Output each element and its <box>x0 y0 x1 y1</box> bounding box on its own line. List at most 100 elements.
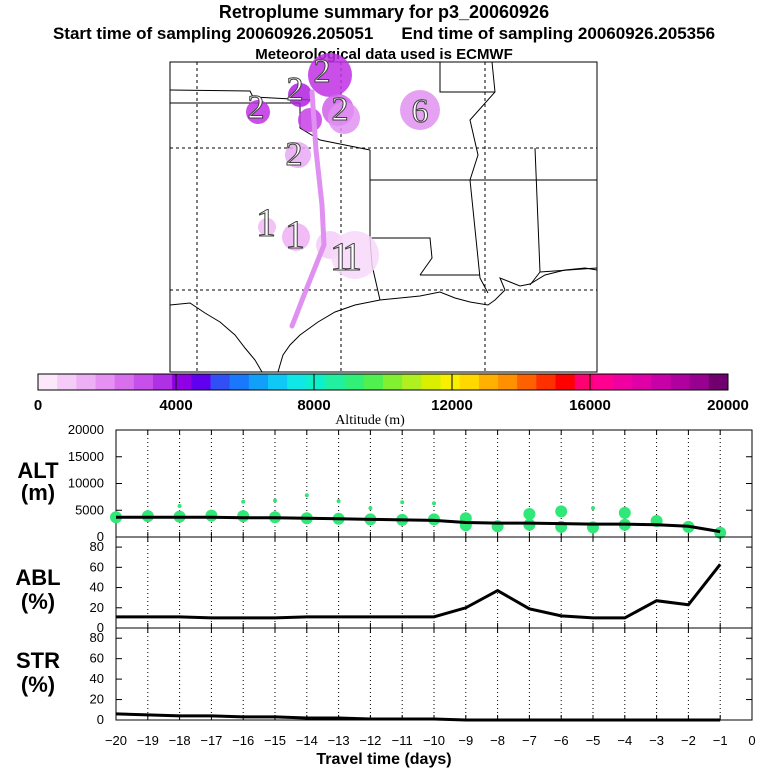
colorbar-tick-label: 20000 <box>707 397 749 414</box>
x-axis-label: Travel time (days) <box>316 751 451 768</box>
colorbar-tick-labels: 0 4000 8000 12000 16000 20000 <box>34 397 749 414</box>
plume-clusters <box>246 53 440 329</box>
colorbar-swatch <box>613 374 633 390</box>
y-tick-label: 15000 <box>68 449 104 464</box>
colorbar-swatch <box>248 374 269 390</box>
y-tick-label: 10000 <box>68 476 104 491</box>
colorbar-swatch <box>555 374 576 390</box>
plume-cluster <box>328 102 360 134</box>
plume-cluster <box>282 223 310 251</box>
scatter-point <box>555 505 568 518</box>
panel-abl: 0 20 40 60 80 ABL(%) <box>15 536 753 635</box>
scatter-point <box>273 498 277 503</box>
x-tick-label: −9 <box>458 733 473 748</box>
scatter-point <box>304 493 309 498</box>
plume-label: 6 <box>412 93 429 130</box>
colorbar-swatch <box>459 374 480 390</box>
y-tick-label: 20 <box>90 600 104 615</box>
x-tick-label: −2 <box>681 733 696 748</box>
panel-unit: (m) <box>21 480 55 505</box>
y-tick-label: 80 <box>90 539 104 554</box>
x-tick-label: −12 <box>359 733 381 748</box>
plume-cluster <box>308 53 352 97</box>
y-tick-label: 5000 <box>75 502 104 517</box>
colorbar-swatch <box>325 374 346 390</box>
colorbar-swatch <box>574 374 595 390</box>
y-tick-label: 40 <box>90 580 104 595</box>
colorbar-swatch <box>363 374 384 390</box>
plume-label: 2 <box>286 136 303 173</box>
colorbar-swatch <box>38 374 58 390</box>
colorbar-swatch <box>670 374 691 390</box>
str-series-line <box>115 712 721 722</box>
x-tick-label: −4 <box>617 733 632 748</box>
colorbar-swatch <box>76 374 96 390</box>
x-tick-label: 0 <box>748 733 755 748</box>
scatter-point <box>523 507 536 520</box>
panel-title: ALT <box>17 458 59 483</box>
x-tick-label: −6 <box>554 733 569 748</box>
mexico-border <box>169 302 263 373</box>
plume-label: 2 <box>287 71 304 108</box>
panel-str: 0 20 40 60 80 STR(%) <box>16 627 753 727</box>
colorbar-swatch <box>421 374 441 390</box>
x-tick-label: −5 <box>586 733 601 748</box>
colorbar-swatch <box>536 374 556 390</box>
plume-cluster <box>331 231 379 279</box>
x-tick-label: −20 <box>105 733 127 748</box>
kansas-oklahoma-border <box>169 89 311 101</box>
abl-series-line <box>116 563 722 620</box>
x-tick-label: −7 <box>522 733 537 748</box>
y-tick-label: 40 <box>90 671 104 686</box>
chart-title: Retroplume summary for p3_20060926 <box>218 2 550 22</box>
panel-title: STR <box>16 648 60 673</box>
x-tick-label: −10 <box>423 733 445 748</box>
colorbar-swatch <box>57 374 77 390</box>
plume-track <box>289 89 327 329</box>
y-tick-label: 0 <box>97 712 104 727</box>
panel-alt: 0 5000 10000 15000 20000 ALT(m) <box>17 422 753 544</box>
end-time-label: End time of sampling 20060926.205356 <box>401 24 716 43</box>
colorbar-swatch <box>689 374 710 390</box>
scatter-point <box>336 499 341 504</box>
x-tick-label: −8 <box>490 733 505 748</box>
altitude-colorbar <box>37 373 729 391</box>
scatter-point <box>237 510 250 523</box>
y-tick-label: 80 <box>90 630 104 645</box>
map-gridlines <box>170 62 597 372</box>
plume-cluster <box>246 100 270 124</box>
mississippi-river <box>469 61 496 181</box>
arkansas-louisiana-border <box>370 237 433 276</box>
scatter-point <box>241 499 246 504</box>
colorbar-tick-label: 4000 <box>159 397 192 414</box>
colorbar-swatch <box>287 374 307 390</box>
plume-label: 2 <box>332 91 349 128</box>
colorbar-tick-label: 8000 <box>297 397 330 414</box>
plume-cluster <box>298 108 322 132</box>
scatter-point <box>591 506 595 511</box>
alt-series-line <box>116 515 721 534</box>
plume-label: 1 <box>342 234 362 279</box>
colorbar-swatch <box>478 374 499 390</box>
colorbar-swatch <box>651 374 671 390</box>
scatter-point <box>400 500 405 505</box>
plume-label: 1 <box>285 212 305 257</box>
x-tick-label: −17 <box>200 733 222 748</box>
colorbar-tick-label: 0 <box>34 397 42 414</box>
x-tick-label: −19 <box>137 733 159 748</box>
colorbar-swatch <box>210 374 231 390</box>
scatter-point <box>523 518 536 531</box>
colorbar-swatch <box>708 374 729 390</box>
panel-frame <box>115 627 753 721</box>
scatter-point <box>618 506 631 519</box>
x-tick-label: −13 <box>328 733 350 748</box>
panel-unit: (%) <box>21 672 55 697</box>
colorbar-swatch <box>344 374 365 390</box>
sampling-times: Start time of sampling 20060926.205051 En… <box>0 24 768 44</box>
panel-title: ABL <box>15 565 60 590</box>
plume-label: 2 <box>314 53 331 90</box>
plume-cluster <box>258 218 276 236</box>
